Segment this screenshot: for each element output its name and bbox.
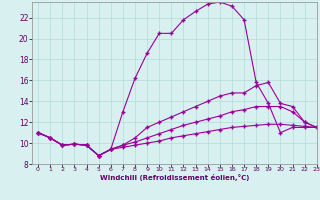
X-axis label: Windchill (Refroidissement éolien,°C): Windchill (Refroidissement éolien,°C) bbox=[100, 174, 249, 181]
